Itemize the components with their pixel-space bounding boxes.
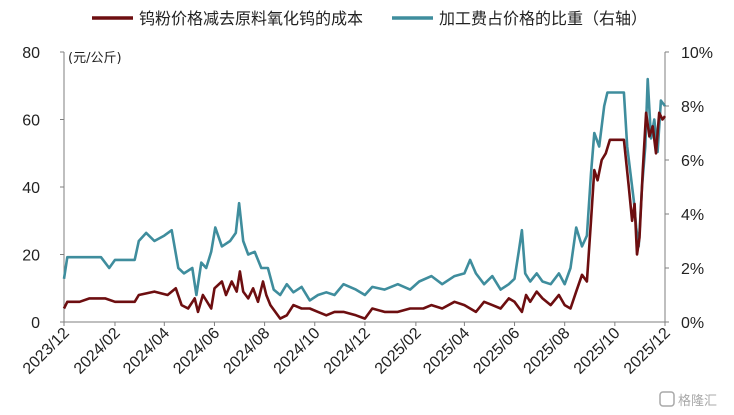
right-tick-label: 10% <box>681 45 713 62</box>
x-tick-label: 2025/02 <box>372 325 425 378</box>
left-tick-label: 0 <box>31 315 40 332</box>
left-tick-label: 40 <box>22 180 40 197</box>
x-tick-label: 2025/06 <box>470 325 523 378</box>
x-tick-label: 2025/10 <box>571 325 624 378</box>
left-tick-label: 60 <box>22 113 40 130</box>
series-layer <box>62 77 667 320</box>
left-tick-label: 80 <box>22 45 40 62</box>
x-tick-label: 2024/06 <box>170 325 223 378</box>
x-tick-label: 2023/12 <box>20 325 73 378</box>
legend: 钨粉价格减去原料氧化钨的成本 加工费占价格的比重（右轴） <box>92 9 647 28</box>
legend-label-cost: 钨粉价格减去原料氧化钨的成本 <box>139 9 363 28</box>
watermark-text: 格隆汇 <box>678 393 717 409</box>
series-line-ratio <box>62 77 667 302</box>
axes <box>63 52 666 323</box>
x-tick-label: 2025/04 <box>420 325 473 378</box>
x-tick-label: 2025/12 <box>621 325 674 378</box>
right-tick-label: 4% <box>681 207 704 224</box>
right-axis-ticks: 0% 2% 4% 6% 8% 10% <box>665 45 713 332</box>
x-tick-label: 2025/08 <box>521 325 574 378</box>
x-axis-ticks: 2023/122024/022024/042024/062024/082024/… <box>20 322 674 378</box>
x-tick-label: 2024/08 <box>221 325 274 378</box>
x-tick-label: 2024/12 <box>321 325 374 378</box>
x-tick-label: 2024/02 <box>71 325 124 378</box>
left-axis-ticks: 0 20 40 60 80 <box>22 45 64 332</box>
left-tick-label: 20 <box>22 248 40 265</box>
right-tick-label: 2% <box>681 261 704 278</box>
unit-label: (元/公斤) <box>68 51 122 66</box>
x-tick-label: 2024/04 <box>120 325 173 378</box>
right-tick-label: 0% <box>681 315 704 332</box>
legend-label-ratio: 加工费占价格的比重（右轴） <box>439 9 647 28</box>
right-tick-label: 8% <box>681 99 704 116</box>
watermark: 格隆汇 <box>659 391 717 409</box>
x-tick-label: 2024/10 <box>271 325 324 378</box>
gelonghui-logo-icon <box>659 391 675 407</box>
right-tick-label: 6% <box>681 153 704 170</box>
series-line-cost <box>62 111 667 320</box>
